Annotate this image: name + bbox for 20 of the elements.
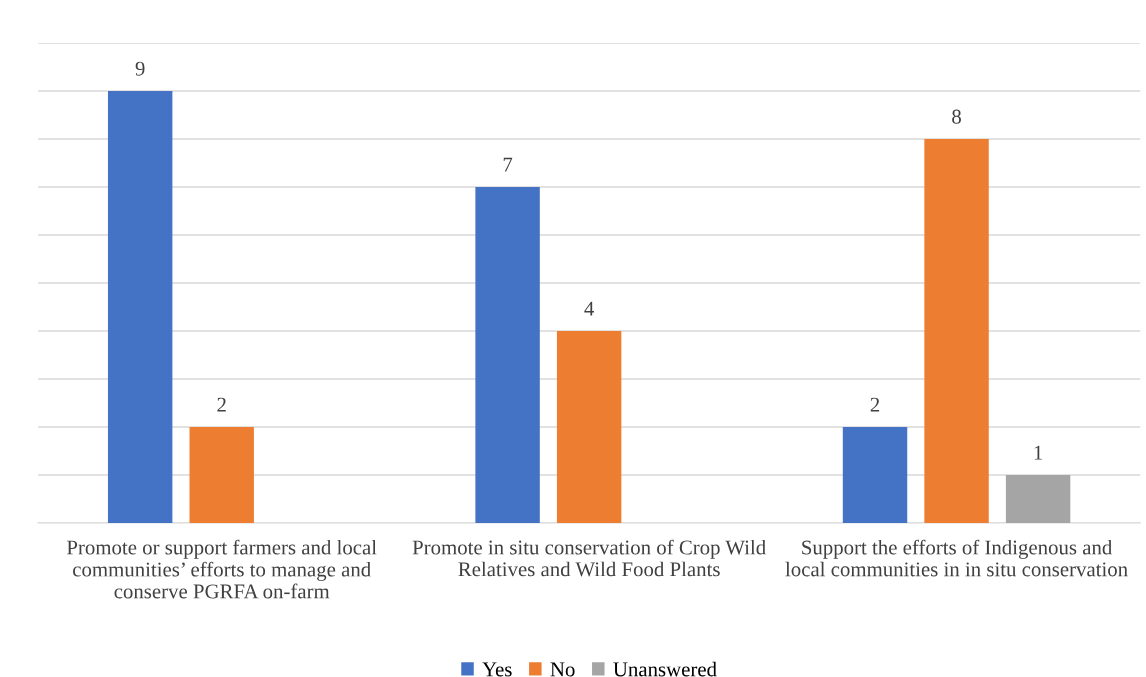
bar xyxy=(924,139,989,523)
legend-label: Unanswered xyxy=(613,661,717,677)
legend-label: Yes xyxy=(482,662,512,677)
legend-label: No xyxy=(550,662,575,677)
data-label: 7 xyxy=(503,157,513,172)
bar xyxy=(842,427,908,523)
data-label: 4 xyxy=(584,301,595,316)
bar xyxy=(1005,475,1071,523)
bar xyxy=(189,427,254,523)
x-tick-label: Promote or support farmers and local communities’ efforts to manage and conserve PGRFA on-farm xyxy=(66,539,377,599)
bar xyxy=(475,187,540,523)
x-tick-label: Support the efforts of Indigenous and local communities in in situ conservation xyxy=(785,539,1128,577)
data-label: 1 xyxy=(1034,445,1043,460)
bar xyxy=(556,331,622,523)
bar xyxy=(107,91,173,523)
data-label: 2 xyxy=(217,397,226,412)
data-label: 8 xyxy=(952,109,961,124)
data-label: 9 xyxy=(135,61,145,76)
x-tick-label: Promote in situ conservation of Crop Wild Relatives and Wild Food Plants xyxy=(412,539,766,577)
data-label: 2 xyxy=(870,397,880,412)
